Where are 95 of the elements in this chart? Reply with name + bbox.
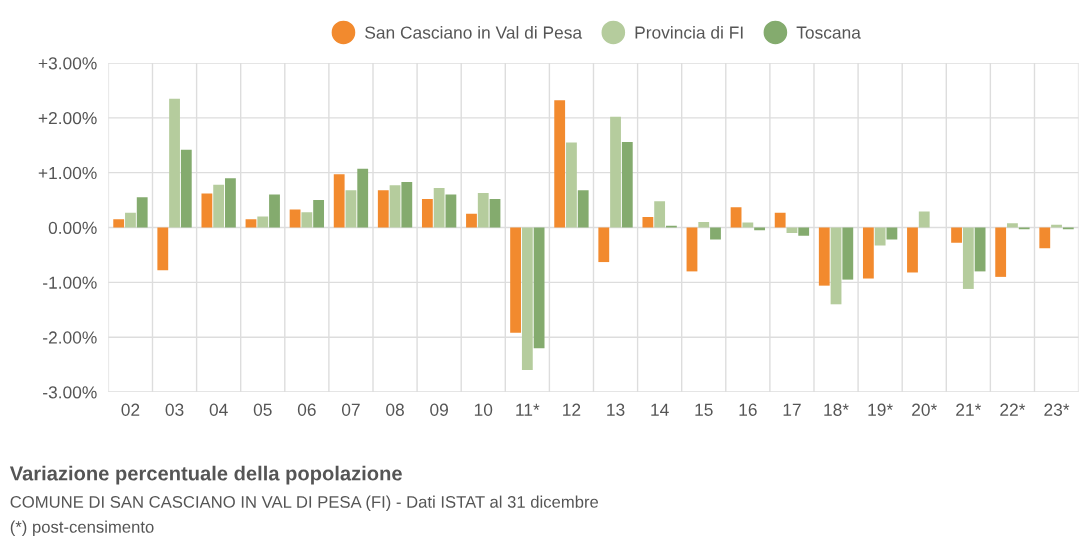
legend-label: Provincia di FI — [635, 25, 743, 39]
x-tick-label: 13 — [607, 403, 625, 416]
x-tick-label: 04 — [209, 403, 228, 416]
bar — [554, 100, 566, 228]
bar — [995, 227, 1007, 277]
bar — [313, 200, 325, 228]
x-tick-label: 16 — [739, 403, 757, 416]
x-tick-label: 05 — [253, 403, 272, 416]
bar — [818, 227, 830, 286]
x-tick-label: 21* — [956, 403, 982, 416]
bar — [521, 227, 533, 371]
y-tick-label: -2.00% — [43, 331, 97, 344]
text: Variazione percentuale della popolazione — [9, 465, 402, 485]
bar — [389, 185, 401, 228]
bar — [798, 227, 810, 236]
bar — [642, 217, 654, 228]
bar — [357, 168, 369, 228]
bar — [774, 212, 786, 228]
x-tick-label: 12 — [563, 403, 581, 416]
x-tick-label: 14 — [651, 403, 669, 416]
bar — [421, 199, 433, 228]
bar — [533, 227, 545, 349]
bar — [566, 142, 577, 228]
x-tick-label: 18* — [824, 403, 849, 416]
x-tick-label: 19* — [868, 403, 893, 416]
legend-label: San Casciano in Val di Pesa — [365, 25, 583, 39]
x-tick-label: 06 — [297, 403, 316, 416]
x-tick-label: 10 — [474, 403, 493, 416]
bar — [201, 193, 213, 228]
bar — [610, 116, 621, 228]
x-tick-label: 08 — [386, 403, 404, 416]
y-tick-label: +3.00% — [38, 57, 97, 70]
bar — [269, 194, 280, 228]
x-tick-label: 03 — [165, 403, 184, 416]
x-tick-label: 15 — [695, 403, 713, 416]
bar — [345, 190, 357, 228]
bar — [962, 227, 974, 289]
bar — [742, 222, 754, 228]
x-tick-label: 23* — [1044, 403, 1070, 416]
bar — [301, 212, 313, 228]
bar — [377, 190, 389, 228]
bar — [489, 199, 501, 228]
bar — [598, 227, 610, 263]
bar — [918, 211, 930, 228]
bar — [445, 194, 457, 228]
bar — [477, 192, 489, 228]
y-tick-label: 0.00% — [48, 221, 97, 234]
x-tick-label: 22* — [1000, 403, 1026, 416]
x-tick-label: 20* — [912, 403, 937, 416]
y-tick-label: -3.00% — [43, 386, 97, 399]
bar — [698, 222, 710, 228]
bar — [333, 174, 345, 228]
bar — [842, 227, 854, 280]
bar — [1007, 223, 1018, 228]
bar — [257, 216, 269, 228]
bar — [886, 227, 898, 240]
bar — [577, 190, 589, 228]
text: (*) post-censimento — [10, 520, 154, 537]
bar — [907, 227, 918, 273]
text: COMUNE DI SAN CASCIANO IN VAL DI PESA (FI) - Dati ISTAT al 31 dicembre — [10, 495, 599, 512]
bar — [289, 209, 301, 228]
y-tick-label: +1.00% — [38, 166, 97, 180]
bar — [136, 197, 148, 228]
bar — [510, 227, 521, 333]
bar — [730, 207, 742, 228]
bar — [951, 227, 962, 243]
bar — [830, 227, 842, 305]
bar — [654, 201, 666, 228]
bar — [874, 227, 886, 246]
bar — [180, 149, 192, 228]
x-tick-label: 11* — [516, 403, 540, 416]
bar — [686, 227, 698, 272]
bar — [245, 219, 257, 228]
bar — [213, 184, 225, 228]
bar — [710, 227, 721, 240]
bar — [433, 188, 445, 228]
bar — [113, 219, 125, 228]
x-tick-label: 02 — [121, 403, 140, 416]
bar — [621, 141, 633, 228]
bar — [1051, 224, 1062, 228]
x-tick-label: 17 — [783, 403, 801, 416]
legend-label: Toscana — [796, 26, 861, 39]
y-tick-label: +2.00% — [38, 112, 97, 125]
x-tick-label: 07 — [341, 403, 360, 416]
bar — [125, 212, 136, 228]
bar — [401, 182, 413, 228]
bar — [225, 178, 236, 228]
bar — [1039, 227, 1051, 249]
bar — [974, 227, 986, 272]
bar — [169, 98, 180, 228]
bar — [157, 227, 169, 271]
bar — [862, 227, 874, 279]
x-tick-label: 09 — [430, 403, 448, 416]
bar — [466, 213, 477, 228]
y-tick-label: -1.00% — [43, 276, 97, 289]
